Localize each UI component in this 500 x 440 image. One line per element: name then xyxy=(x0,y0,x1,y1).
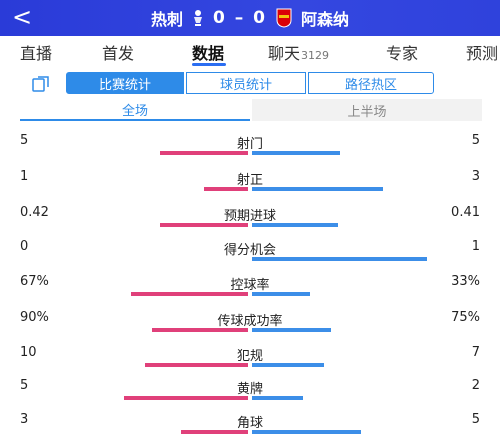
away-value: 5 xyxy=(471,412,480,427)
away-value: 0.41 xyxy=(451,205,480,220)
segment-heatmap[interactable]: 路径热区 xyxy=(308,72,434,94)
away-bar xyxy=(252,151,340,155)
stat-label: 射正 xyxy=(236,173,263,188)
home-value: 5 xyxy=(20,133,29,148)
match-scoreline: 热刺 0 – 0 阿森纳 xyxy=(0,6,500,30)
away-team-name: 阿森纳 xyxy=(301,10,350,29)
home-value: 0 xyxy=(20,239,29,254)
away-value: 2 xyxy=(471,378,480,393)
stat-label: 犯规 xyxy=(236,349,263,364)
away-team-crest-icon xyxy=(276,8,292,28)
share-icon[interactable] xyxy=(32,76,50,92)
stat-label: 控球率 xyxy=(230,278,270,293)
away-bar xyxy=(252,292,310,296)
stat-row: 90% 传球成功率 75% xyxy=(0,304,500,340)
away-bar xyxy=(252,223,338,227)
stat-row: 3 角球 5 xyxy=(0,406,500,440)
away-bar xyxy=(252,328,331,332)
away-value: 1 xyxy=(471,239,480,254)
stat-row: 0.42 预期进球 0.41 xyxy=(0,199,500,235)
home-value: 3 xyxy=(20,412,29,427)
home-bar xyxy=(160,151,248,155)
tab-prediction[interactable]: 预测 xyxy=(466,44,499,63)
tab-chat[interactable]: 聊天3129 xyxy=(268,44,330,63)
stat-label: 角球 xyxy=(236,416,263,431)
tab-lineup[interactable]: 首发 xyxy=(102,44,135,63)
home-value: 10 xyxy=(20,345,37,360)
tab-data[interactable]: 数据 xyxy=(192,44,225,63)
home-bar xyxy=(124,396,248,400)
home-team-crest-icon xyxy=(194,10,202,26)
stat-row: 0 得分机会 1 xyxy=(0,233,500,269)
active-tab-indicator xyxy=(192,63,226,66)
home-bar xyxy=(204,187,248,191)
away-value: 3 xyxy=(471,169,480,184)
away-value: 75% xyxy=(451,310,480,325)
period-full[interactable]: 全场 xyxy=(20,99,250,121)
tab-live[interactable]: 直播 xyxy=(20,44,53,63)
away-value: 5 xyxy=(471,133,480,148)
home-bar xyxy=(145,363,248,367)
stat-label: 传球成功率 xyxy=(217,314,283,329)
home-value: 5 xyxy=(20,378,29,393)
match-header: < 热刺 0 – 0 阿森纳 xyxy=(0,0,500,36)
segment-match-stats[interactable]: 比赛统计 xyxy=(66,72,184,94)
home-bar xyxy=(131,292,248,296)
away-bar xyxy=(252,430,361,434)
home-bar xyxy=(181,430,248,434)
segment-player-stats[interactable]: 球员统计 xyxy=(186,72,306,94)
main-tabs: 直播 首发 数据 聊天3129 专家 预测 xyxy=(0,36,500,66)
stat-row: 67% 控球率 33% xyxy=(0,268,500,304)
score: 0 – 0 xyxy=(213,8,267,28)
away-bar xyxy=(252,396,303,400)
stat-label: 黄牌 xyxy=(236,382,263,397)
home-value: 90% xyxy=(20,310,49,325)
stat-row: 10 犯规 7 xyxy=(0,339,500,375)
stat-row: 5 黄牌 2 xyxy=(0,372,500,408)
away-value: 33% xyxy=(451,274,480,289)
home-value: 67% xyxy=(20,274,49,289)
stat-label: 得分机会 xyxy=(223,243,276,258)
home-bar xyxy=(152,328,248,332)
home-value: 0.42 xyxy=(20,205,49,220)
home-team-name: 热刺 xyxy=(150,10,183,29)
away-bar xyxy=(252,363,324,367)
stat-label: 预期进球 xyxy=(223,209,276,224)
away-bar xyxy=(252,257,427,261)
tab-expert[interactable]: 专家 xyxy=(386,44,419,63)
back-icon[interactable]: < xyxy=(12,3,33,31)
chat-count: 3129 xyxy=(301,49,330,62)
period-first-half[interactable]: 上半场 xyxy=(252,99,482,121)
away-bar xyxy=(252,187,383,191)
stat-label: 射门 xyxy=(236,137,263,152)
stat-row: 5 射门 5 xyxy=(0,127,500,163)
home-value: 1 xyxy=(20,169,29,184)
stat-row: 1 射正 3 xyxy=(0,163,500,199)
away-value: 7 xyxy=(471,345,480,360)
home-bar xyxy=(160,223,248,227)
